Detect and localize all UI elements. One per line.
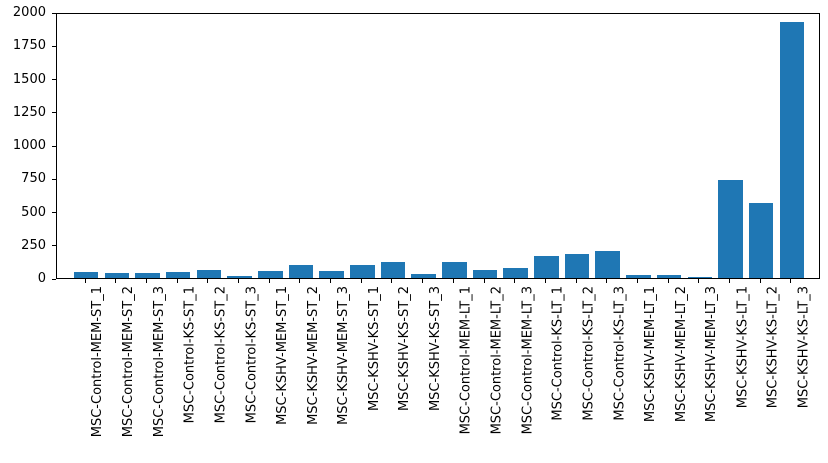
bar-MSC-KSHV-KS-ST_1 bbox=[350, 265, 375, 278]
y-tick-mark bbox=[52, 12, 56, 14]
x-tick-label: MSC-KSHV-MEM-ST_2 bbox=[305, 286, 321, 425]
bar-MSC-KSHV-MEM-LT_2 bbox=[656, 275, 682, 278]
y-tick-label: 1500 bbox=[12, 71, 46, 87]
bar-MSC-KSHV-MEM-ST_1 bbox=[257, 271, 283, 278]
plot-area bbox=[56, 13, 820, 279]
x-tick-mark bbox=[790, 279, 792, 283]
bar-MSC-KSHV-MEM-ST_3 bbox=[319, 270, 344, 278]
x-tick-mark bbox=[268, 279, 270, 283]
y-tick-mark bbox=[52, 79, 56, 80]
y-tick-mark bbox=[52, 178, 56, 180]
x-tick-mark bbox=[360, 279, 362, 283]
x-tick-mark bbox=[667, 279, 669, 283]
x-tick-label: MSC-KSHV-KS-ST_1 bbox=[366, 286, 382, 412]
x-tick-label: MSC-Control-MEM-LT_3 bbox=[520, 286, 536, 435]
bar-MSC-Control-KS-LT_2 bbox=[564, 253, 590, 278]
x-tick-mark bbox=[452, 279, 454, 283]
x-tick-mark bbox=[422, 279, 424, 283]
x-tick-label: MSC-Control-KS-ST_1 bbox=[182, 286, 198, 424]
bar-MSC-KSHV-MEM-LT_3 bbox=[687, 276, 713, 278]
x-tick-mark bbox=[391, 279, 393, 283]
y-tick-label: 1250 bbox=[12, 104, 46, 120]
x-tick-mark bbox=[146, 279, 147, 283]
y-tick-mark bbox=[52, 278, 56, 280]
x-tick-label: MSC-Control-KS-LT_3 bbox=[612, 286, 628, 421]
y-tick-mark bbox=[52, 45, 56, 47]
bar-MSC-KSHV-KS-LT_1 bbox=[718, 179, 743, 278]
y-tick-mark bbox=[52, 245, 56, 247]
x-tick-mark bbox=[575, 279, 577, 283]
x-tick-label: MSC-Control-KS-ST_2 bbox=[213, 286, 229, 424]
x-tick-mark bbox=[115, 279, 117, 283]
bar-MSC-Control-KS-ST_2 bbox=[196, 270, 222, 278]
bar-MSC-KSHV-KS-LT_2 bbox=[748, 202, 774, 278]
bar-MSC-Control-MEM-LT_3 bbox=[503, 268, 528, 278]
bar-MSC-Control-MEM-ST_2 bbox=[104, 272, 130, 278]
x-tick-mark bbox=[636, 279, 638, 283]
bar-MSC-Control-KS-LT_1 bbox=[534, 255, 559, 278]
x-tick-mark bbox=[606, 279, 608, 283]
bar-MSC-Control-MEM-LT_1 bbox=[442, 262, 467, 278]
bar-MSC-KSHV-MEM-ST_2 bbox=[288, 265, 314, 278]
x-tick-label: MSC-KSHV-KS-LT_1 bbox=[735, 286, 750, 409]
x-tick-mark bbox=[728, 279, 730, 283]
y-tick-label: 1750 bbox=[12, 38, 46, 54]
bar-MSC-KSHV-MEM-LT_1 bbox=[626, 275, 651, 278]
bar-MSC-KSHV-KS-ST_2 bbox=[380, 262, 406, 278]
x-tick-label: MSC-Control-KS-LT_1 bbox=[550, 286, 566, 421]
x-tick-label: MSC-KSHV-MEM-ST_3 bbox=[336, 286, 352, 425]
x-tick-mark bbox=[330, 279, 332, 283]
x-tick-mark bbox=[176, 279, 178, 283]
x-tick-label: MSC-KSHV-MEM-LT_2 bbox=[673, 286, 689, 423]
y-tick-label: 250 bbox=[21, 237, 46, 253]
y-tick-mark bbox=[52, 212, 56, 213]
x-tick-mark bbox=[759, 279, 761, 283]
x-tick-label: MSC-KSHV-KS-LT_3 bbox=[796, 286, 812, 409]
y-tick-label: 750 bbox=[21, 171, 46, 187]
x-tick-label: MSC-Control-KS-ST_3 bbox=[244, 286, 260, 424]
y-tick-label: 500 bbox=[21, 204, 46, 220]
x-tick-label: MSC-KSHV-MEM-LT_1 bbox=[642, 286, 658, 423]
y-tick-mark bbox=[52, 145, 56, 147]
x-tick-mark bbox=[207, 279, 209, 283]
x-tick-label: MSC-KSHV-MEM-ST_1 bbox=[274, 286, 290, 425]
x-tick-label: MSC-Control-MEM-LT_1 bbox=[458, 286, 474, 435]
y-tick-mark bbox=[52, 112, 56, 114]
y-tick-label: 2000 bbox=[12, 5, 46, 20]
x-tick-mark bbox=[698, 279, 700, 283]
x-tick-label: MSC-Control-MEM-LT_2 bbox=[489, 286, 505, 435]
x-tick-mark bbox=[483, 279, 485, 283]
x-tick-label: MSC-Control-MEM-ST_3 bbox=[152, 286, 168, 438]
x-tick-mark bbox=[299, 279, 301, 283]
x-tick-label: MSC-KSHV-MEM-LT_3 bbox=[704, 286, 720, 423]
x-tick-label: MSC-Control-KS-LT_2 bbox=[581, 286, 597, 421]
bar-MSC-Control-MEM-LT_2 bbox=[472, 269, 498, 278]
bar-MSC-Control-MEM-ST_1 bbox=[73, 272, 99, 278]
y-tick-label: 0 bbox=[37, 271, 46, 286]
x-tick-mark bbox=[544, 279, 546, 283]
x-tick-label: MSC-Control-MEM-ST_2 bbox=[121, 286, 137, 438]
x-tick-label: MSC-KSHV-KS-LT_2 bbox=[765, 286, 781, 409]
bar-MSC-KSHV-KS-LT_3 bbox=[779, 21, 805, 278]
x-tick-mark bbox=[238, 279, 240, 283]
x-tick-label: MSC-KSHV-KS-ST_2 bbox=[397, 286, 413, 412]
x-tick-mark bbox=[84, 279, 86, 283]
bar-MSC-Control-KS-ST_1 bbox=[165, 272, 191, 278]
bar-MSC-KSHV-KS-ST_3 bbox=[411, 274, 436, 278]
bar-MSC-Control-KS-ST_3 bbox=[227, 275, 252, 278]
bar-MSC-Control-KS-LT_3 bbox=[595, 250, 620, 278]
y-tick-label: 1000 bbox=[12, 138, 46, 153]
bar-MSC-Control-MEM-ST_3 bbox=[135, 272, 160, 278]
x-tick-mark bbox=[514, 279, 516, 283]
x-tick-label: MSC-KSHV-KS-ST_3 bbox=[428, 286, 444, 412]
x-tick-label: MSC-Control-MEM-ST_1 bbox=[90, 286, 106, 438]
